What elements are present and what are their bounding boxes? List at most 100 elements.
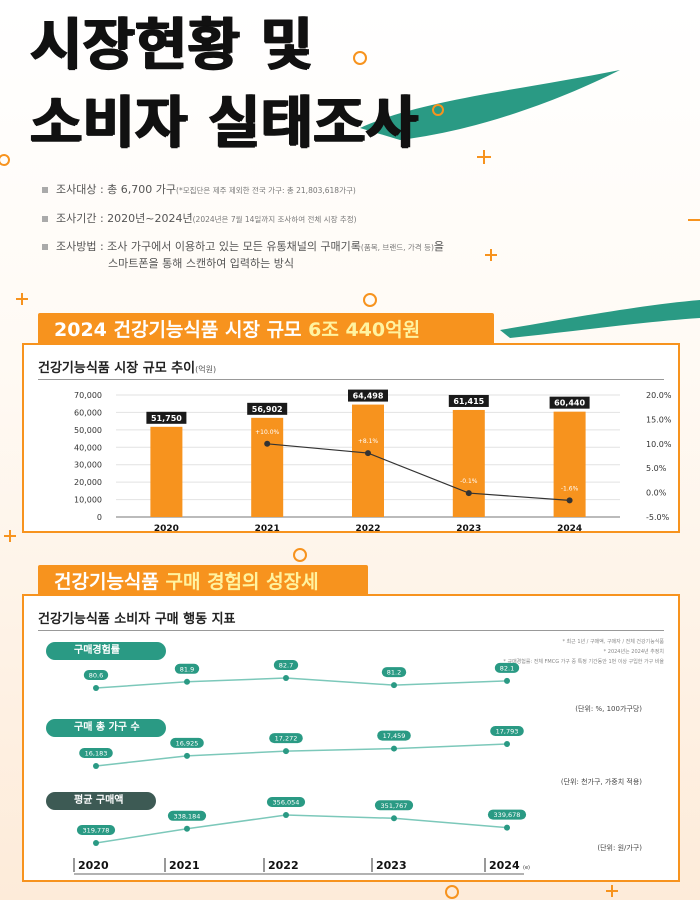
unit-note: (단위: %, 100가구당): [575, 705, 642, 713]
y-tick-label: 60,000: [74, 408, 102, 417]
footnote: * 규매경험률: 전체 FMCG 가구 중 특정 기간동안 1번 이상 구입한 …: [503, 659, 664, 665]
info-target: 조사대상 : 총 6,700 가구(*모집단은 제주 제외한 전국 가구: 총 …: [42, 182, 356, 199]
circle-deco: [432, 104, 444, 116]
bullet-icon: [42, 187, 48, 193]
info-label: 조사방법 : 조사 가구에서 이용하고 있는 모든 유통채널의 구매기록: [56, 240, 361, 253]
point-label: 319,778: [83, 827, 110, 835]
x-tick-label: 2023: [456, 524, 481, 531]
point-label-bg: [266, 797, 306, 807]
teal-swoosh-2: [500, 300, 700, 338]
point-label-bg: [494, 662, 520, 673]
point-label: 81.9: [180, 665, 194, 673]
point-label-bg: [381, 667, 407, 678]
point-label-bg: [83, 670, 109, 680]
pill-average-spend: 평균 구매액: [46, 792, 156, 810]
teal-swoosh: [360, 70, 620, 140]
y-tick-label: 50,000: [74, 426, 102, 435]
banner-highlight: 6조 440억원: [308, 319, 421, 341]
point-label: 16,925: [176, 739, 199, 747]
circle-deco: [363, 293, 377, 307]
market-size-banner: 2024 건강기능식품 시장 규모 6조 440억원: [38, 313, 494, 347]
y-tick-label: 20,000: [74, 478, 102, 487]
x-tick-label: 2020: [154, 524, 179, 531]
y2-tick-label: 10.0%: [646, 440, 672, 449]
point-label: 351,767: [381, 802, 408, 810]
growth-label: -0.1%: [460, 478, 478, 485]
info-method: 조사방법 : 조사 가구에서 이용하고 있는 모든 유통채널의 구매기록(품목,…: [42, 239, 444, 272]
bullet-icon: [42, 244, 48, 250]
bullet-icon: [42, 216, 48, 222]
point-label-bg: [79, 748, 113, 758]
growth-label: +10.0%: [255, 429, 279, 436]
series-point: [283, 812, 289, 818]
info-label: 조사대상 : 총 6,700 가구: [56, 183, 177, 196]
y-tick-label: 10,000: [74, 496, 102, 505]
y2-tick-label: 15.0%: [646, 415, 672, 424]
card-divider: [38, 630, 664, 631]
point-label: 17,793: [496, 728, 519, 736]
series-point: [504, 741, 510, 747]
point-label: 16,183: [85, 750, 108, 758]
point-label: 339,678: [494, 811, 521, 819]
circle-deco: [353, 51, 367, 65]
growth-label: -1.6%: [561, 485, 579, 492]
point-label-bg: [170, 737, 204, 748]
y2-tick-label: -5.0%: [646, 513, 670, 522]
y-tick-label: 0: [97, 513, 102, 522]
growth-point: [365, 450, 371, 457]
series-point: [184, 752, 190, 759]
series-point: [391, 682, 397, 689]
y-tick-label: 30,000: [74, 461, 102, 470]
bar-value-label: 61,415: [453, 397, 484, 406]
x-tick-label: 2021: [255, 524, 280, 531]
series-point: [283, 675, 289, 681]
bar: [452, 409, 485, 517]
series-line: [95, 677, 508, 689]
point-label-bg: [269, 733, 303, 744]
bar-label-box: [448, 394, 489, 407]
info-period: 조사기간 : 2020년~2024년(2024년은 7월 14일까지 조사하여 …: [42, 211, 357, 228]
market-size-chart: 70,000 60,000 50,000 40,000 30,000 20,000 10,0…: [74, 389, 672, 531]
circle-deco: [445, 885, 459, 899]
circle-deco: [0, 154, 10, 166]
point-label: 81.2: [387, 669, 401, 677]
info-note: (*모집단은 제주 제외한 전국 가구: 총 21,803,618가구): [176, 186, 356, 195]
x-tick-label: 2022: [355, 524, 380, 531]
growth-point: [566, 497, 573, 504]
point-label-bg: [167, 810, 207, 821]
growth-label: +8.1%: [358, 438, 379, 445]
bar-label-box: [348, 389, 388, 402]
point-label-bg: [374, 800, 414, 811]
info-line2: 스마트폰을 통해 스캔하여 입력하는 방식: [108, 257, 295, 270]
info-label: 조사기간 : 2020년~2024년: [56, 212, 193, 225]
series-point: [93, 840, 99, 846]
series-point: [283, 748, 289, 755]
banner-text: 2024 건강기능식품 시장 규모: [54, 319, 309, 341]
growth-point: [264, 440, 271, 447]
purchase-indicator-chart: 80.6 81.9 82.7 81.2 82.1 16,183 16,925 17,272 17…: [73, 660, 530, 875]
point-label: 17,272: [275, 735, 298, 743]
bar-value-label: 60,440: [554, 399, 585, 408]
card-title-unit: (억원): [195, 365, 217, 374]
series-point: [504, 824, 510, 831]
x-tick-label: 2024: [557, 524, 582, 531]
bar: [150, 426, 183, 517]
info-note: (품목, 브랜드, 가격 등): [360, 243, 434, 252]
purchase-indicator-card: 건강기능식품 소비자 구매 행동 지표 * 최근 1년 / 구매액, 구매자 /…: [22, 594, 680, 882]
unit-note: (단위: 천가구, 가중치 적용): [560, 778, 642, 786]
point-label: 356,054: [273, 799, 300, 807]
card-divider: [38, 379, 664, 380]
series-point: [391, 815, 397, 822]
card-title-text: 건강기능식품 소비자 구매 행동 지표: [38, 612, 236, 627]
point-label-bg: [377, 730, 411, 741]
series-point: [391, 745, 397, 752]
point-label: 17,459: [383, 732, 406, 740]
series-point: [93, 763, 99, 769]
purchase-growth-banner: 건강기능식품 구매 경험의 성장세: [38, 565, 368, 599]
series-point: [93, 685, 99, 691]
x-tick-label: 2020: [78, 859, 109, 872]
bar-label-box: [146, 411, 187, 424]
bar-value-label: 51,750: [151, 414, 182, 423]
card-title: 건강기능식품 소비자 구매 행동 지표: [38, 608, 236, 627]
